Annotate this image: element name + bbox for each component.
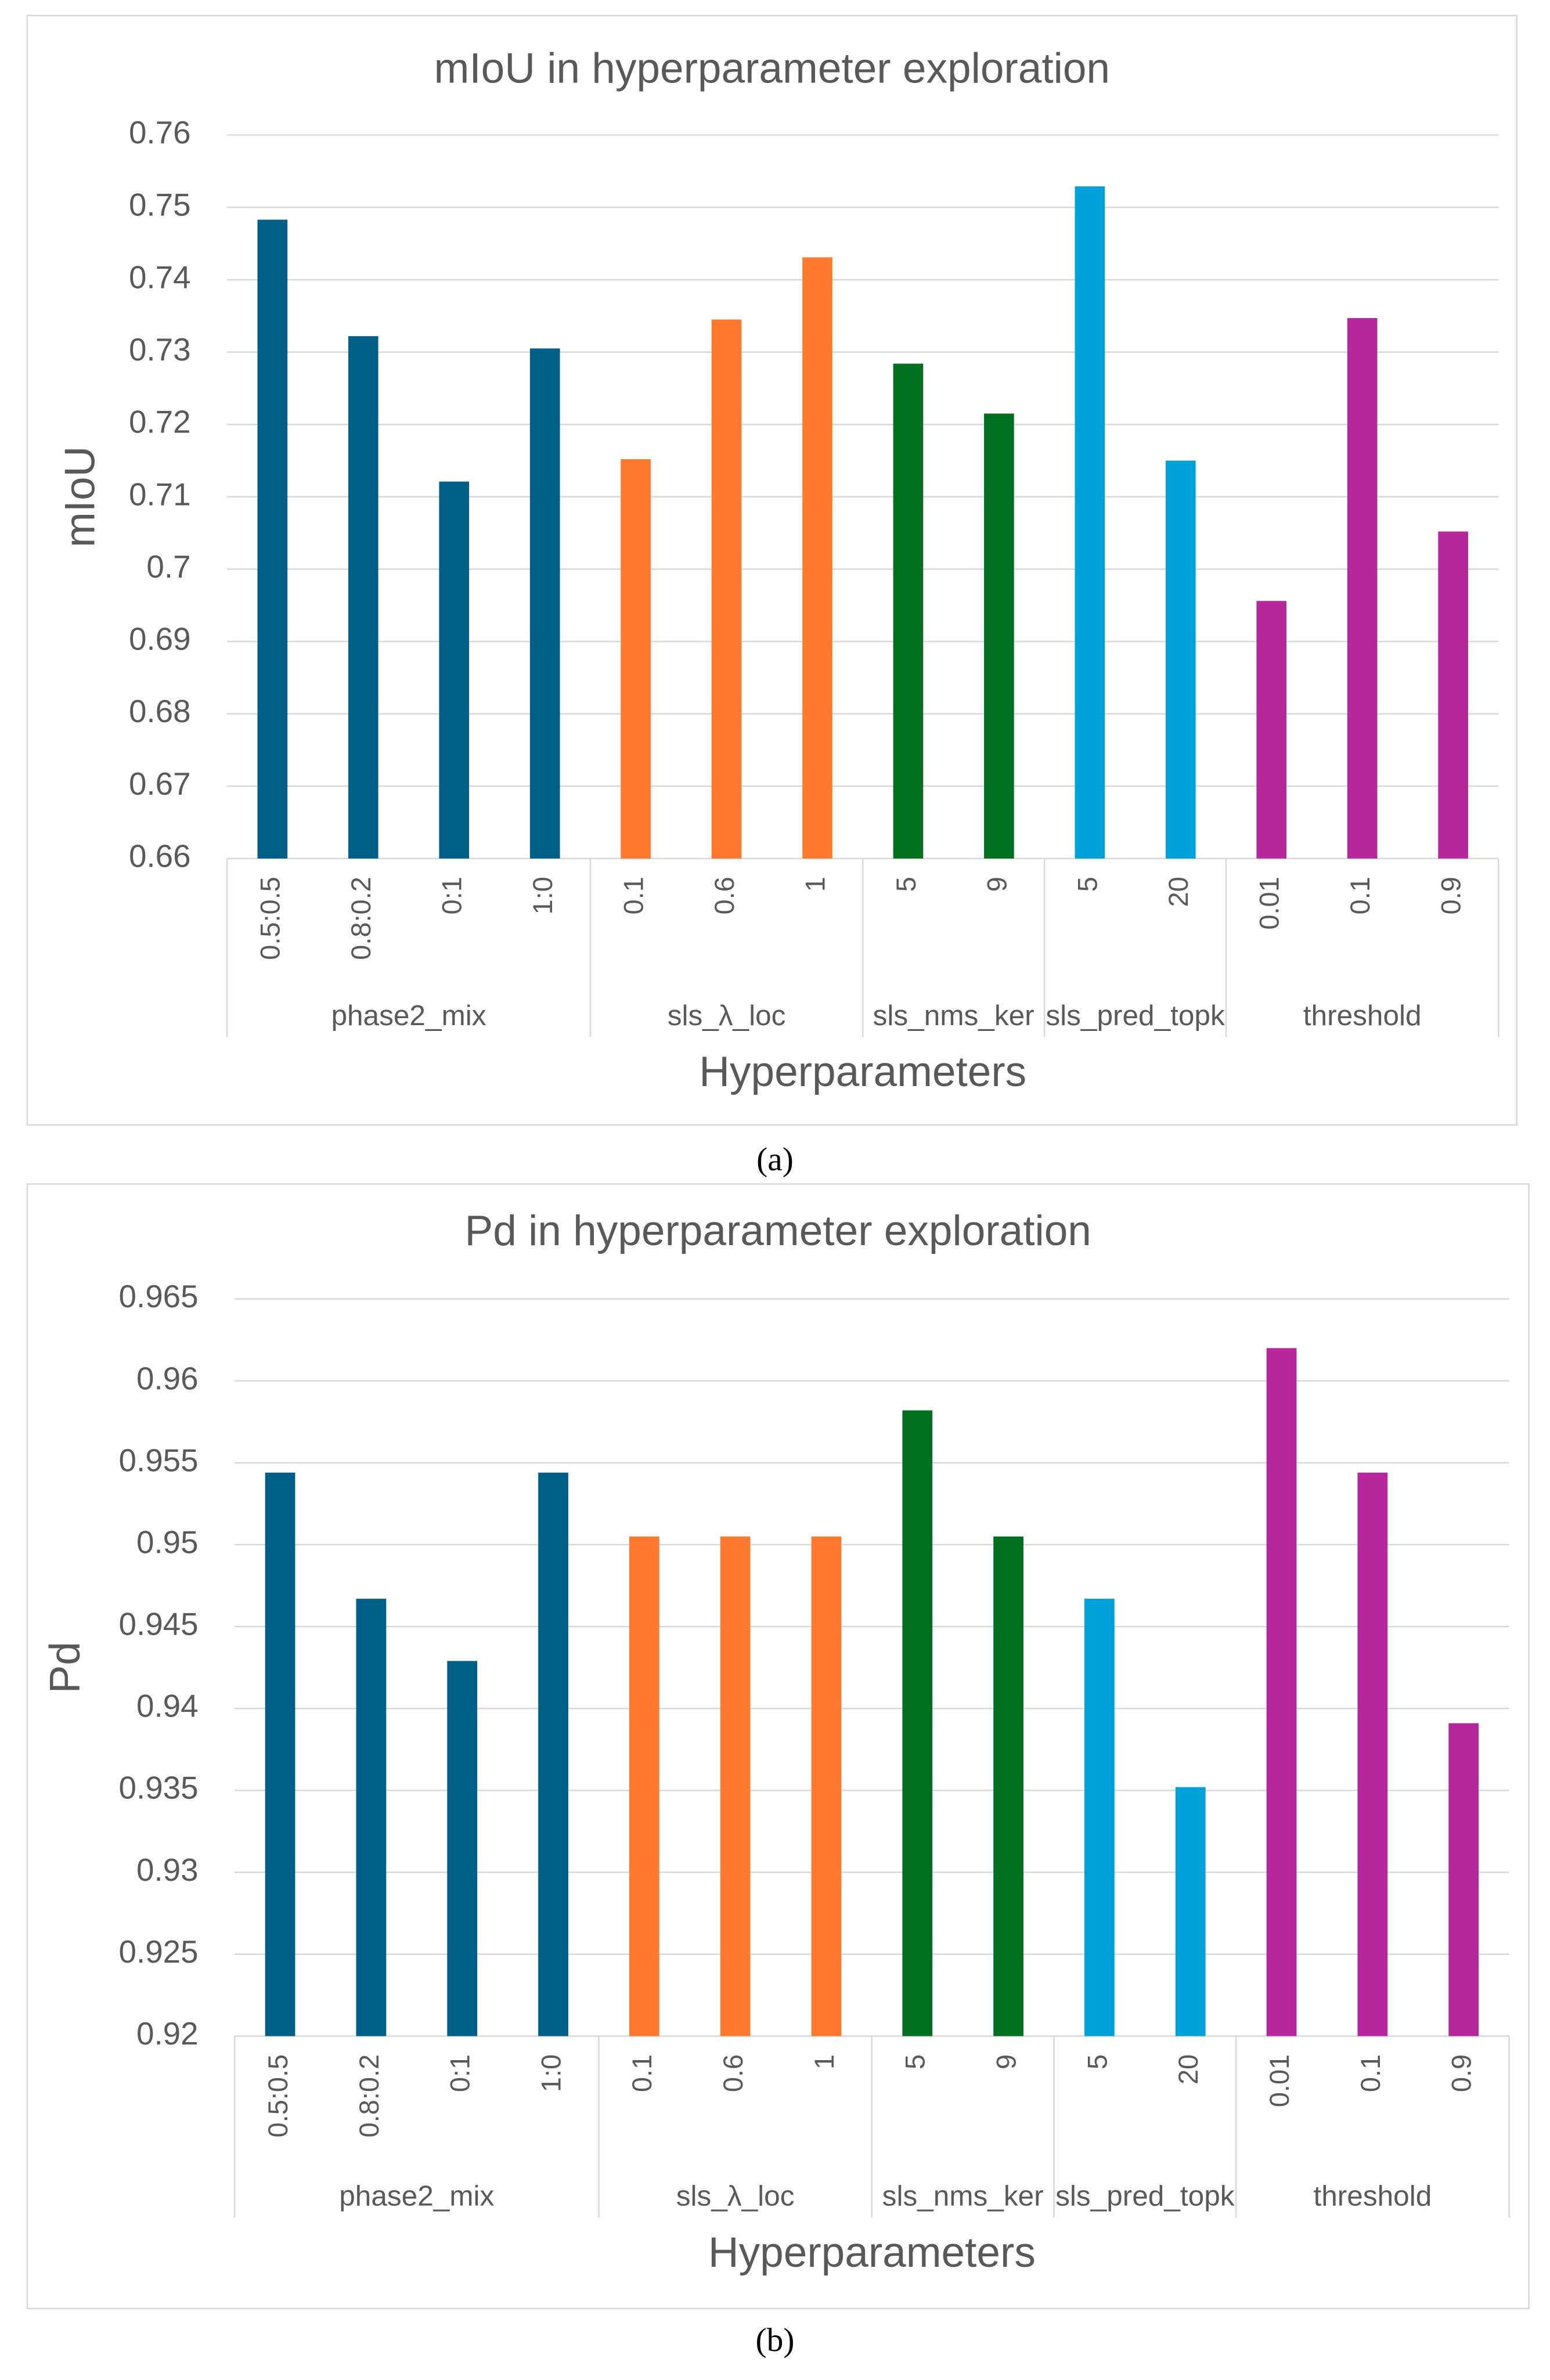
x-tick-label: 5	[1073, 877, 1103, 892]
group-label: sls_nms_ker	[882, 2180, 1044, 2212]
bar	[811, 1536, 842, 2036]
x-tick-label: 1	[809, 2054, 839, 2069]
bar	[720, 1536, 751, 2036]
bar	[993, 1536, 1023, 2036]
bar	[356, 1599, 387, 2036]
bar	[439, 481, 470, 859]
x-tick-label: 0.6	[718, 2054, 748, 2092]
y-tick-label: 0.925	[119, 1934, 199, 1970]
bar	[1165, 460, 1196, 859]
group-label: sls_λ_loc	[668, 1000, 786, 1032]
group-label: sls_pred_topk	[1046, 1000, 1225, 1032]
x-tick-label: 0.8:0.2	[346, 877, 376, 960]
group-label: threshold	[1313, 2180, 1432, 2212]
bar	[902, 1410, 933, 2036]
x-tick-label: 20	[1173, 2054, 1203, 2085]
y-tick-label: 0.945	[119, 1606, 199, 1642]
bar	[447, 1661, 478, 2036]
x-tick-label: 0.01	[1255, 877, 1285, 929]
bar	[1075, 186, 1105, 859]
x-tick-label: 0.8:0.2	[354, 2054, 384, 2137]
chart-title: Pd in hyperparameter exploration	[465, 1207, 1091, 1254]
y-tick-label: 0.935	[119, 1770, 199, 1806]
y-tick-label: 0.93	[136, 1852, 199, 1888]
group-label: sls_nms_ker	[873, 1000, 1034, 1032]
x-tick-label: 0.9	[1447, 2054, 1477, 2092]
x-tick-label: 0:1	[445, 2054, 475, 2092]
y-tick-label: 0.71	[129, 476, 191, 512]
x-tick-label: 0.1	[1356, 2054, 1386, 2092]
x-tick-label: 5	[1082, 2054, 1112, 2069]
bar	[348, 336, 379, 859]
y-tick-label: 0.92	[136, 2015, 199, 2051]
y-axis-label: Pd	[42, 1642, 89, 1693]
bar	[257, 219, 288, 859]
chart-title: mIoU in hyperparameter exploration	[434, 45, 1111, 92]
x-tick-label: 0.1	[627, 2054, 657, 2092]
bar	[1266, 1348, 1297, 2036]
x-tick-label: 0:1	[437, 877, 467, 914]
bar	[893, 363, 924, 859]
bar	[1256, 601, 1287, 859]
x-tick-label: 0.1	[1345, 877, 1375, 914]
bar	[1347, 318, 1378, 859]
x-tick-label: 0.9	[1436, 877, 1466, 914]
bar	[265, 1472, 295, 2036]
bar	[621, 459, 651, 859]
y-tick-label: 0.96	[136, 1360, 199, 1396]
bar	[538, 1472, 568, 2036]
y-tick-label: 0.965	[119, 1278, 199, 1314]
group-label: threshold	[1303, 1000, 1422, 1032]
bar	[1084, 1599, 1115, 2036]
y-tick-label: 0.95	[136, 1524, 199, 1560]
bar	[1448, 1723, 1479, 2036]
bar	[629, 1536, 659, 2036]
y-tick-label: 0.69	[129, 621, 191, 657]
chart-frame	[26, 15, 1517, 1126]
y-tick-label: 0.72	[129, 404, 191, 440]
x-tick-label: 1:0	[536, 2054, 566, 2092]
x-tick-label: 1	[800, 877, 830, 892]
x-tick-label: 20	[1163, 877, 1194, 907]
x-tick-label: 1:0	[528, 877, 558, 914]
bar	[984, 413, 1014, 859]
chart-frame	[26, 1183, 1530, 2310]
caption: (b)	[756, 2322, 795, 2359]
x-axis-label: Hyperparameters	[699, 1048, 1026, 1095]
bar	[711, 319, 742, 859]
x-tick-label: 9	[982, 877, 1012, 892]
bar	[529, 348, 560, 859]
group-label: phase2_mix	[339, 2180, 494, 2212]
y-tick-label: 0.74	[129, 259, 191, 295]
x-tick-label: 5	[891, 877, 921, 892]
y-tick-label: 0.73	[129, 331, 191, 367]
y-tick-label: 0.76	[129, 114, 191, 150]
x-tick-label: 0.6	[709, 877, 740, 914]
y-tick-label: 0.955	[119, 1442, 199, 1478]
y-tick-label: 0.75	[129, 187, 191, 223]
group-label: sls_λ_loc	[676, 2180, 795, 2212]
y-axis-label: mIoU	[57, 446, 104, 547]
y-tick-label: 0.67	[129, 766, 191, 802]
group-label: phase2_mix	[331, 1000, 486, 1032]
bar	[1357, 1472, 1388, 2036]
y-tick-label: 0.68	[129, 693, 191, 729]
x-tick-label: 9	[991, 2054, 1021, 2069]
x-tick-label: 0.1	[619, 877, 649, 914]
x-tick-label: 0.5:0.5	[255, 877, 286, 960]
bar	[802, 257, 832, 859]
y-tick-label: 0.94	[136, 1688, 199, 1724]
bar	[1438, 531, 1468, 859]
bar	[1175, 1787, 1206, 2036]
y-tick-label: 0.7	[146, 549, 190, 585]
y-tick-label: 0.66	[129, 838, 191, 874]
x-axis-label: Hyperparameters	[708, 2229, 1036, 2276]
x-tick-label: 5	[900, 2054, 931, 2069]
caption: (a)	[756, 1141, 794, 1178]
x-tick-label: 0.01	[1264, 2054, 1295, 2107]
x-tick-label: 0.5:0.5	[263, 2054, 293, 2137]
group-label: sls_pred_topk	[1055, 2180, 1235, 2212]
